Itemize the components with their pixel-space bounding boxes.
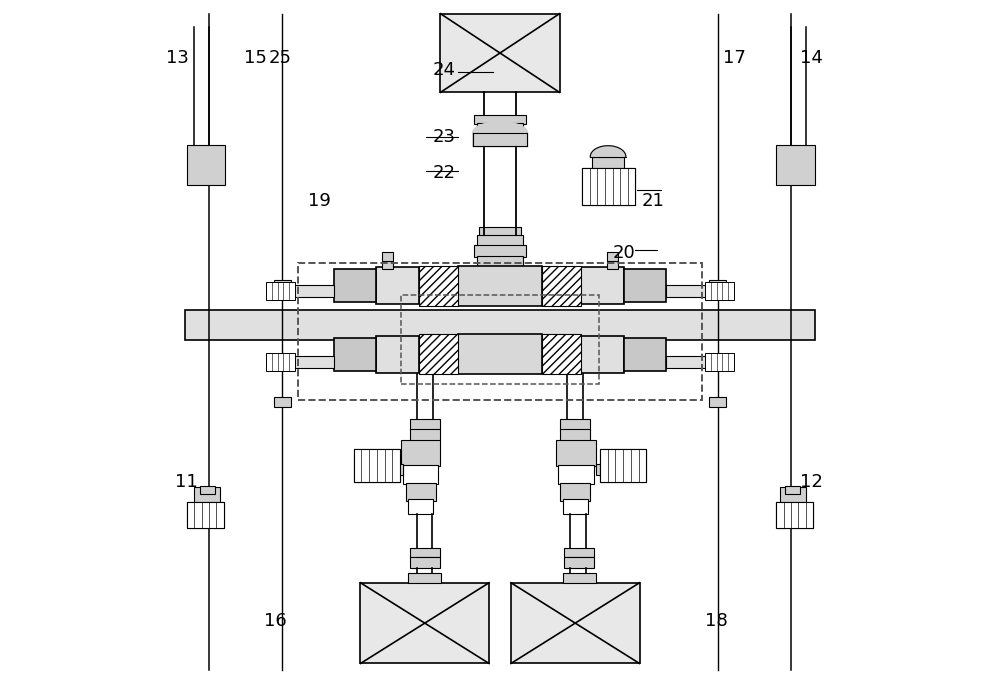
Bar (458, 266, 542, 306)
Bar (511, 583, 640, 663)
Bar (596, 464, 600, 475)
Bar (560, 483, 590, 501)
Bar (600, 449, 646, 482)
Text: 24: 24 (432, 61, 455, 79)
Bar (666, 285, 707, 297)
Text: 19: 19 (308, 192, 331, 210)
Bar (360, 583, 489, 663)
Bar (419, 334, 458, 374)
Text: 22: 22 (432, 164, 455, 182)
Bar (382, 261, 393, 269)
Bar (558, 465, 594, 484)
Bar (458, 334, 542, 374)
Bar (274, 280, 291, 290)
Bar (705, 282, 734, 300)
Bar (293, 285, 334, 297)
Bar (592, 157, 624, 168)
Bar (776, 502, 813, 528)
Polygon shape (590, 146, 626, 157)
Bar (410, 548, 440, 557)
Text: 23: 23 (432, 128, 455, 146)
Bar (564, 548, 594, 557)
Text: 25: 25 (268, 49, 291, 67)
Bar (477, 256, 523, 269)
Bar (266, 282, 295, 300)
Bar (479, 227, 521, 236)
Bar (406, 483, 436, 501)
Bar (403, 465, 438, 484)
Bar (376, 267, 419, 304)
Bar (582, 168, 635, 205)
Bar (780, 487, 806, 502)
Bar (334, 269, 376, 302)
Bar (581, 336, 624, 373)
Bar (266, 353, 295, 371)
Bar (477, 123, 523, 134)
Bar (474, 245, 526, 257)
Bar (410, 429, 440, 441)
Bar (185, 310, 815, 340)
Bar (581, 267, 624, 304)
Text: 18: 18 (705, 612, 728, 630)
Bar (408, 499, 433, 514)
Bar (582, 168, 635, 205)
Bar (776, 145, 815, 185)
Bar (194, 487, 220, 502)
Bar (563, 499, 588, 514)
Bar (477, 235, 523, 246)
Text: 20: 20 (613, 244, 636, 262)
Bar (334, 338, 376, 371)
Bar (408, 573, 441, 583)
Text: 16: 16 (264, 612, 287, 630)
Bar (298, 263, 702, 400)
Bar (776, 502, 813, 528)
Bar (354, 449, 400, 482)
Bar (376, 336, 419, 373)
Bar (709, 280, 726, 290)
Bar (624, 269, 666, 302)
Bar (274, 397, 291, 407)
Bar (419, 266, 458, 306)
Bar (624, 338, 666, 371)
Bar (542, 334, 581, 374)
Bar (607, 252, 618, 261)
Bar (410, 557, 440, 568)
Bar (399, 464, 403, 475)
Bar (187, 502, 224, 528)
Bar (200, 486, 215, 494)
Bar (473, 133, 527, 146)
Bar (187, 145, 225, 185)
Bar (785, 486, 800, 494)
Text: 21: 21 (642, 192, 665, 210)
Bar (560, 429, 590, 441)
Bar (401, 295, 599, 384)
Bar (354, 449, 400, 482)
Text: 15: 15 (244, 49, 267, 67)
Bar (401, 440, 440, 466)
Bar (600, 449, 646, 482)
Bar (556, 440, 596, 466)
Bar (564, 557, 594, 568)
Bar (709, 397, 726, 407)
Text: 11: 11 (175, 473, 198, 491)
Text: 17: 17 (723, 49, 746, 67)
Text: 13: 13 (166, 49, 189, 67)
Bar (410, 419, 440, 430)
Bar (293, 356, 334, 368)
Bar (440, 14, 560, 92)
Bar (563, 573, 596, 583)
Bar (666, 356, 707, 368)
Bar (382, 252, 393, 261)
Bar (542, 266, 581, 306)
Polygon shape (473, 122, 527, 146)
Bar (187, 502, 224, 528)
Bar (607, 261, 618, 269)
Bar (474, 115, 526, 124)
Text: 12: 12 (800, 473, 823, 491)
Bar (705, 353, 734, 371)
Bar (560, 419, 590, 430)
Text: 14: 14 (800, 49, 823, 67)
